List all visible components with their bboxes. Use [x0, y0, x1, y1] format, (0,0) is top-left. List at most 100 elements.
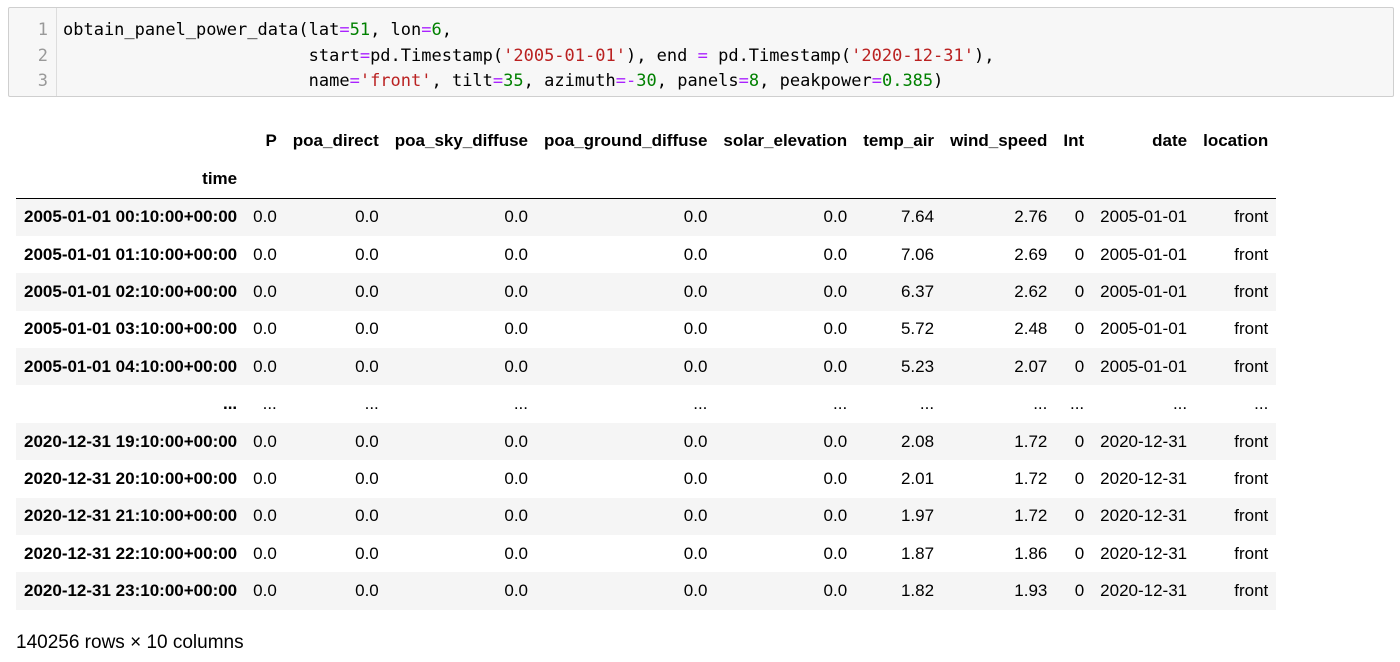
table-cell: 2005-01-01: [1100, 207, 1188, 227]
row-index: 2005-01-01 02:10:00+00:00: [24, 281, 238, 301]
table-cell: 0: [1074, 356, 1085, 376]
table-cell: front: [1234, 431, 1269, 451]
table-cell: 0.0: [683, 543, 708, 563]
table-cell: front: [1234, 281, 1269, 301]
table-cell: front: [1234, 356, 1269, 376]
table-cell: 0.0: [355, 244, 379, 264]
table-cell: 1.82: [900, 581, 935, 601]
table-cell: 1.72: [1014, 468, 1048, 488]
code-token: ): [933, 71, 944, 91]
table-row: 2005-01-01 02:10:00+00:00 0.0 0.0 0.0 0.0 0.0…: [16, 273, 1277, 311]
dataframe-shape-text: 140256 rows × 10 columns: [16, 632, 244, 653]
table-cell: 1.87: [900, 543, 935, 563]
index-row-blank: [942, 160, 1055, 199]
code-token: start: [63, 45, 360, 66]
table-cell: 0.0: [683, 468, 708, 488]
code-token: ), end: [625, 45, 698, 66]
table-row: 2005-01-01 04:10:00+00:00 0.0 0.0 0.0 0.0 0.0…: [16, 348, 1277, 386]
table-cell: 0.0: [683, 319, 708, 339]
table-cell: 2005-01-01: [1100, 319, 1188, 339]
table-cell: 0.0: [355, 506, 379, 526]
code-token: pd.Timestamp(: [370, 45, 504, 66]
row-index: 2020-12-31 22:10:00+00:00: [24, 543, 238, 563]
column-header: location: [1203, 131, 1269, 150]
table-cell: ...: [693, 394, 708, 414]
code-token: 'front': [359, 71, 432, 91]
table-cell: 2.48: [1014, 319, 1048, 339]
table-cell: 0.0: [683, 207, 708, 227]
table-cell: 0.0: [355, 581, 379, 601]
table-cell: 2.76: [1014, 207, 1048, 227]
table-cell: 0.0: [253, 506, 277, 526]
code-token: , lon: [370, 20, 422, 40]
table-cell: 0.0: [683, 431, 708, 451]
code-token: , tilt: [431, 71, 493, 91]
code-token: 6: [431, 20, 442, 40]
table-row: .................................: [16, 385, 1277, 423]
table-cell: 2.07: [1014, 356, 1048, 376]
index-row-blank: [1195, 160, 1276, 199]
table-cell: 0.0: [253, 281, 277, 301]
column-header: wind_speed: [950, 131, 1048, 150]
table-cell: front: [1234, 543, 1269, 563]
table-cell: front: [1234, 581, 1269, 601]
line-number: 1: [37, 20, 48, 40]
table-cell: 0.0: [355, 281, 379, 301]
table-cell: 0.0: [504, 244, 528, 264]
code-token: , panels: [656, 71, 739, 91]
table-cell: ...: [513, 394, 528, 414]
table-cell: 0.0: [504, 431, 528, 451]
code-token: 8: [748, 71, 760, 91]
table-cell: 5.72: [900, 319, 935, 339]
row-index: 2005-01-01 04:10:00+00:00: [24, 356, 238, 376]
table-cell: 2005-01-01: [1100, 281, 1188, 301]
column-header: temp_air: [863, 131, 935, 150]
table-cell: front: [1234, 506, 1269, 526]
column-header: P: [265, 131, 277, 150]
line-number: 3: [37, 71, 48, 91]
table-cell: 0.0: [823, 506, 848, 526]
code-line: start=pd.Timestamp('2005-01-01'), end = …: [63, 44, 995, 70]
table-cell: ...: [833, 394, 848, 414]
row-index: 2020-12-31 23:10:00+00:00: [24, 581, 238, 601]
table-cell: front: [1234, 244, 1269, 264]
line-number-gutter: 1 2 3: [9, 8, 57, 96]
table-cell: 0: [1074, 281, 1085, 301]
table-cell: ...: [919, 394, 935, 414]
table-cell: 0: [1074, 244, 1085, 264]
table-cell: 0.0: [823, 543, 848, 563]
table-cell: 0.0: [683, 356, 708, 376]
table-cell: ...: [1069, 394, 1085, 414]
table-cell: front: [1234, 207, 1269, 227]
code-editor[interactable]: obtain_panel_power_data(lat=51, lon=6, s…: [57, 8, 994, 96]
code-token: =: [492, 71, 504, 91]
code-token: '2020-12-31': [851, 45, 974, 66]
code-token: 30: [636, 71, 657, 91]
table-cell: 7.64: [900, 207, 935, 227]
table-cell: 2.08: [900, 431, 935, 451]
table-cell: 0.0: [355, 356, 379, 376]
column-header: poa_direct: [292, 131, 379, 150]
code-token: ),: [973, 45, 995, 66]
table-cell: 0.0: [504, 581, 528, 601]
table-cell: 0: [1074, 431, 1085, 451]
table-cell: 0.0: [823, 319, 848, 339]
table-cell: 2005-01-01: [1100, 244, 1188, 264]
table-cell: 2020-12-31: [1100, 506, 1188, 526]
row-index: 2005-01-01 00:10:00+00:00: [24, 207, 238, 227]
row-index: 2020-12-31 20:10:00+00:00: [24, 468, 238, 488]
table-cell: 2020-12-31: [1100, 431, 1188, 451]
table-cell: 0.0: [253, 431, 277, 451]
table-cell: 2005-01-01: [1100, 356, 1188, 376]
table-cell: 0.0: [504, 356, 528, 376]
code-token: =: [697, 45, 708, 66]
index-name-row: time: [16, 160, 1277, 199]
table-row: 2020-12-31 19:10:00+00:00 0.0 0.0 0.0 0.0 0.0…: [16, 422, 1277, 461]
table-cell: 6.37: [900, 281, 935, 301]
code-token: =: [359, 45, 371, 66]
column-header: date: [1152, 131, 1188, 150]
table-cell: 0.0: [823, 431, 848, 451]
